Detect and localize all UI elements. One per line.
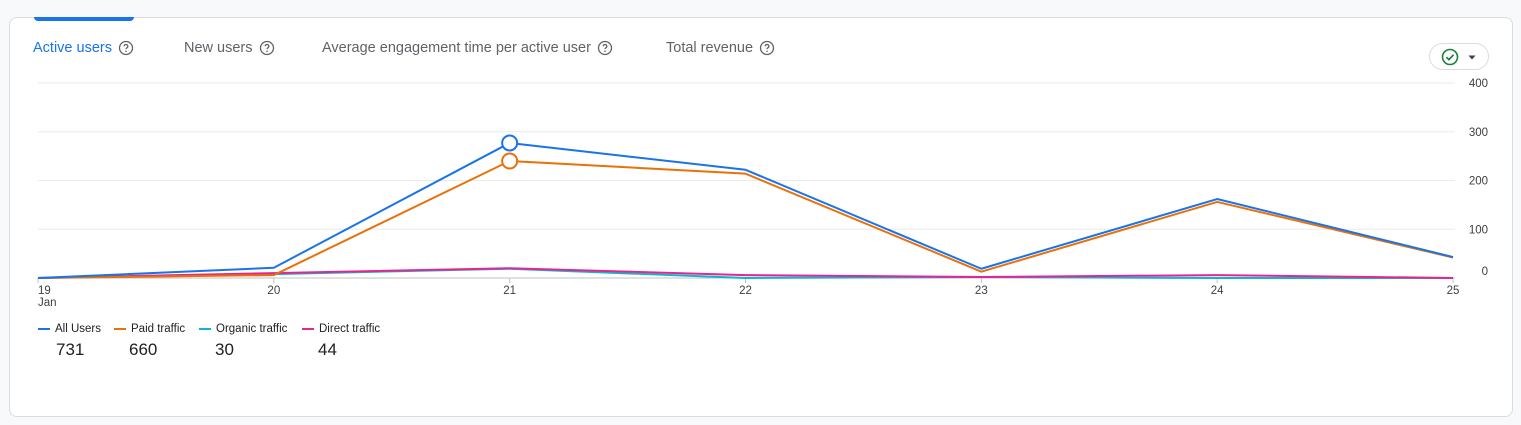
- legend-total-paid-traffic: 660: [129, 340, 158, 359]
- tab-label: Total revenue: [666, 40, 754, 56]
- comparison-button[interactable]: [1429, 43, 1489, 70]
- legend-label: Direct traffic: [319, 323, 381, 335]
- y-tick-label: 0: [1482, 266, 1488, 278]
- x-tick-label: 22: [739, 285, 752, 297]
- y-tick-label: 300: [1469, 127, 1488, 139]
- help-circle-icon[interactable]: [759, 40, 775, 56]
- series-line-direct-traffic: [37, 267, 1454, 279]
- x-tick-label: 20: [267, 285, 280, 297]
- legend-swatch: [302, 328, 314, 330]
- check-circle-icon: [1441, 48, 1459, 65]
- tab-label: Active users: [33, 40, 112, 56]
- legend-item-all-users[interactable]: All Users: [38, 322, 101, 336]
- x-tick-label: 21: [503, 285, 516, 297]
- legend-total-all-users: 731: [56, 340, 85, 359]
- legend-swatch: [199, 328, 211, 330]
- caret-down-icon: [1468, 55, 1476, 59]
- tab-new-users[interactable]: New users: [184, 39, 275, 57]
- tab-total-revenue[interactable]: Total revenue: [666, 39, 775, 57]
- help-circle-icon[interactable]: [597, 40, 613, 56]
- help-circle-icon[interactable]: [259, 40, 275, 56]
- help-circle-icon[interactable]: [118, 40, 134, 56]
- series-line-paid-traffic: [37, 160, 1454, 279]
- legend-swatch: [38, 328, 50, 330]
- x-tick-label: 19: [38, 285, 51, 297]
- legend-item-organic-traffic[interactable]: Organic traffic: [199, 322, 287, 336]
- legend-total-organic-traffic: 30: [215, 340, 234, 359]
- tab-average-engagement-time[interactable]: Average engagement time per active user: [322, 39, 613, 57]
- legend-swatch: [114, 328, 126, 330]
- x-tick-label: 24: [1211, 285, 1224, 297]
- x-tick-label: 23: [975, 285, 988, 297]
- tab-active-users[interactable]: Active users: [33, 39, 134, 57]
- legend-label: All Users: [55, 323, 102, 335]
- highlight-point-paid-traffic: [501, 152, 519, 170]
- chart-card: [9, 17, 1513, 417]
- highlight-point-all-users: [501, 134, 519, 152]
- tab-label: Average engagement time per active user: [322, 40, 591, 56]
- y-tick-label: 400: [1469, 78, 1488, 90]
- legend-label: Paid traffic: [131, 323, 186, 335]
- legend-item-direct-traffic[interactable]: Direct traffic: [302, 322, 380, 336]
- legend-item-paid-traffic[interactable]: Paid traffic: [114, 322, 185, 336]
- legend-total-direct-traffic: 44: [318, 340, 337, 359]
- active-tab-indicator: [34, 17, 134, 21]
- y-tick-label: 100: [1469, 224, 1488, 236]
- series-line-all-users: [37, 141, 1454, 279]
- legend-label: Organic traffic: [216, 323, 288, 335]
- x-tick-label: 25: [1447, 285, 1460, 297]
- x-tick-sublabel: Jan: [38, 297, 57, 309]
- y-tick-label: 200: [1469, 176, 1488, 188]
- tab-label: New users: [184, 40, 253, 56]
